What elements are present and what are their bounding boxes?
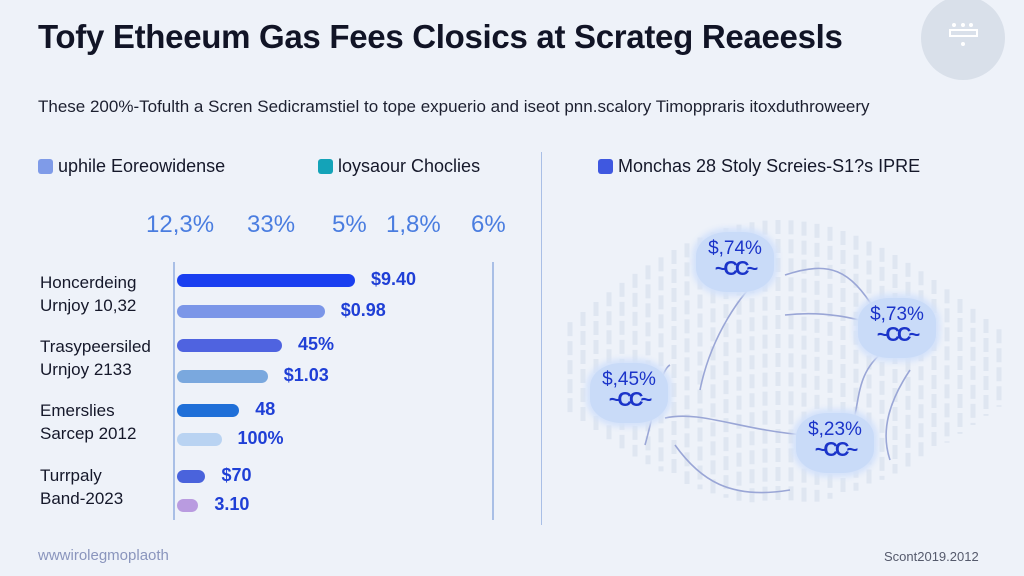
network-node: $,73% ~CC~ — [858, 298, 936, 358]
bar — [177, 370, 268, 383]
bar — [177, 433, 222, 446]
legend-label: Monchas 28 Stoly Screies-S1?s IPRE — [618, 156, 921, 176]
bar — [177, 305, 325, 318]
bar-value-label: 100% — [237, 428, 284, 448]
legend-item-1: uphile Eoreowidense — [38, 156, 225, 177]
chart-axis-line — [173, 262, 175, 520]
bar-value-label: $9.40 — [371, 269, 417, 289]
footer-credit: Scont2019.2012 — [884, 549, 979, 564]
percent-value: 5% — [332, 211, 367, 238]
bar — [177, 404, 240, 417]
percent-value: 6% — [471, 211, 506, 238]
network-node: $,74% ~CC~ — [696, 232, 774, 292]
legend-label: loysaour Choclies — [338, 156, 481, 176]
bar — [177, 339, 283, 352]
network-node: $,45% ~CC~ — [590, 363, 668, 423]
group-label: Emerslies Sarcep 2012 — [40, 401, 137, 443]
percent-value: 33% — [247, 211, 296, 238]
percent-value: 12,3% — [146, 211, 215, 238]
header-badge — [921, 0, 1005, 80]
page-title: Tofy Etheeum Gas Fees Closics at Scrateg… — [38, 18, 843, 55]
bar-value-label: $0.98 — [340, 300, 386, 320]
legend-label: uphile Eoreowidense — [58, 156, 226, 176]
network-node: $,23% ~CC~ — [796, 413, 874, 473]
section-divider — [541, 152, 542, 525]
legend-item-2: loysaour Choclies — [318, 156, 480, 177]
footer-url: wwwirolegmoplaoth — [38, 547, 169, 564]
legend-swatch — [318, 159, 333, 174]
group-label: Honcerdeing Urnjoy 10,32 — [40, 273, 137, 315]
bar — [177, 470, 206, 483]
bar — [177, 274, 355, 287]
percent-value: 1,8% — [386, 211, 441, 238]
legend-swatch — [38, 159, 53, 174]
bar-value-label: 3.10 — [214, 494, 250, 514]
bar-value-label: $1.03 — [283, 365, 329, 385]
group-label: Trasypeersiled Urnjoy 2133 — [40, 337, 151, 379]
bar-value-label: 45% — [298, 334, 335, 354]
bar-value-label: 48 — [255, 399, 276, 419]
subtitle: These 200%-Tofulth a Scren Sedicramstiel… — [38, 97, 870, 116]
legend-swatch — [598, 159, 613, 174]
legend-item-3: Monchas 28 Stoly Screies-S1?s IPRE — [598, 156, 920, 177]
chart-border-line — [492, 262, 494, 520]
keyboard-icon — [949, 23, 978, 46]
group-label: Turrpaly Band-2023 — [40, 466, 124, 508]
bar-value-label: $70 — [221, 465, 252, 485]
bar — [177, 499, 199, 512]
